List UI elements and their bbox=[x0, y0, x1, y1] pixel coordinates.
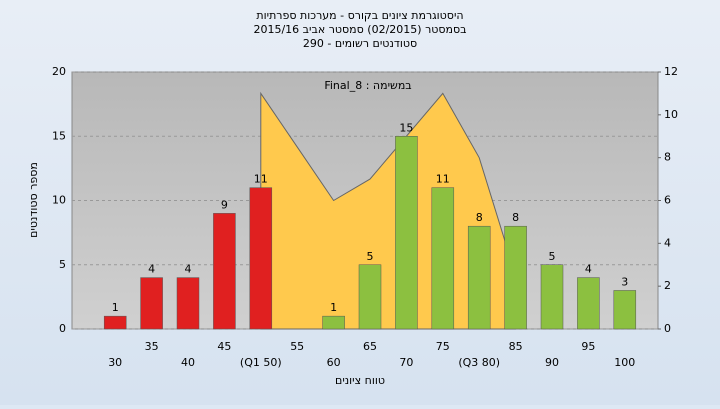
x-tick-label: 70 bbox=[399, 356, 413, 369]
value-label: 1 bbox=[112, 301, 119, 314]
bar bbox=[613, 290, 637, 330]
value-label: 15 bbox=[399, 121, 413, 134]
value-label: 9 bbox=[221, 198, 228, 211]
chart-title: היסטוגרמת ציונים בקורס - מערכות ספרתיות bbox=[256, 9, 463, 22]
x-tick-label: 75 bbox=[436, 340, 450, 353]
y-axis-label: מספר סטודנטים bbox=[27, 162, 40, 238]
bar bbox=[176, 277, 200, 330]
y2-tick-label: 12 bbox=[664, 65, 678, 78]
bar bbox=[213, 213, 236, 330]
x-tick-label: 60 bbox=[327, 356, 341, 369]
bar bbox=[395, 136, 418, 330]
x-tick-label: 90 bbox=[545, 356, 559, 369]
chart-subtitle: בסמסטר (02/2015) סמסטר אביב 2015/16 bbox=[253, 23, 466, 36]
y2-tick-label: 0 bbox=[664, 322, 671, 335]
bar bbox=[540, 264, 564, 330]
y-tick-label: 5 bbox=[59, 258, 66, 271]
y2-tick-label: 10 bbox=[664, 108, 678, 121]
x-tick-label: 65 bbox=[363, 340, 377, 353]
bar bbox=[322, 315, 345, 330]
bar bbox=[577, 277, 600, 330]
annotation: Final_8 : במשימה bbox=[324, 79, 411, 92]
y2-tick-label: 4 bbox=[664, 236, 671, 249]
value-label: 8 bbox=[512, 211, 519, 224]
bar bbox=[358, 264, 382, 330]
x-tick-label: 30 bbox=[108, 356, 122, 369]
y2-tick-label: 2 bbox=[664, 279, 671, 292]
bar bbox=[103, 315, 127, 330]
x-tick-label: (Q1 50) bbox=[240, 356, 282, 369]
x-tick-label: 100 bbox=[614, 356, 635, 369]
chart-subtitle: סטודנטים רשומים - 290 bbox=[303, 37, 417, 50]
x-tick-label: 45 bbox=[217, 340, 231, 353]
bar bbox=[504, 225, 527, 330]
x-tick-label: 40 bbox=[181, 356, 195, 369]
value-label: 4 bbox=[185, 263, 192, 276]
y-tick-label: 20 bbox=[52, 65, 66, 78]
value-label: 5 bbox=[367, 250, 374, 263]
x-tick-label: 95 bbox=[581, 340, 595, 353]
bar bbox=[249, 187, 273, 330]
y-tick-label: 10 bbox=[52, 194, 66, 207]
value-label: 5 bbox=[549, 250, 556, 263]
bar bbox=[467, 225, 491, 330]
bar bbox=[431, 187, 455, 330]
x-tick-label: 35 bbox=[145, 340, 159, 353]
y2-tick-label: 6 bbox=[664, 194, 671, 207]
value-label: 1 bbox=[330, 301, 337, 314]
value-label: 3 bbox=[621, 275, 628, 288]
value-label: 8 bbox=[476, 211, 483, 224]
x-tick-label: (Q3 80) bbox=[458, 356, 500, 369]
value-label: 4 bbox=[585, 263, 592, 276]
x-tick-label: 85 bbox=[509, 340, 523, 353]
x-axis-label: טווח ציונים bbox=[335, 374, 385, 387]
value-label: 11 bbox=[254, 173, 268, 186]
y-tick-label: 15 bbox=[52, 129, 66, 142]
value-label: 4 bbox=[148, 263, 155, 276]
x-tick-label: 55 bbox=[290, 340, 304, 353]
bar bbox=[140, 277, 163, 330]
y2-tick-label: 8 bbox=[664, 151, 671, 164]
y-tick-label: 0 bbox=[59, 322, 66, 335]
value-label: 11 bbox=[436, 173, 450, 186]
